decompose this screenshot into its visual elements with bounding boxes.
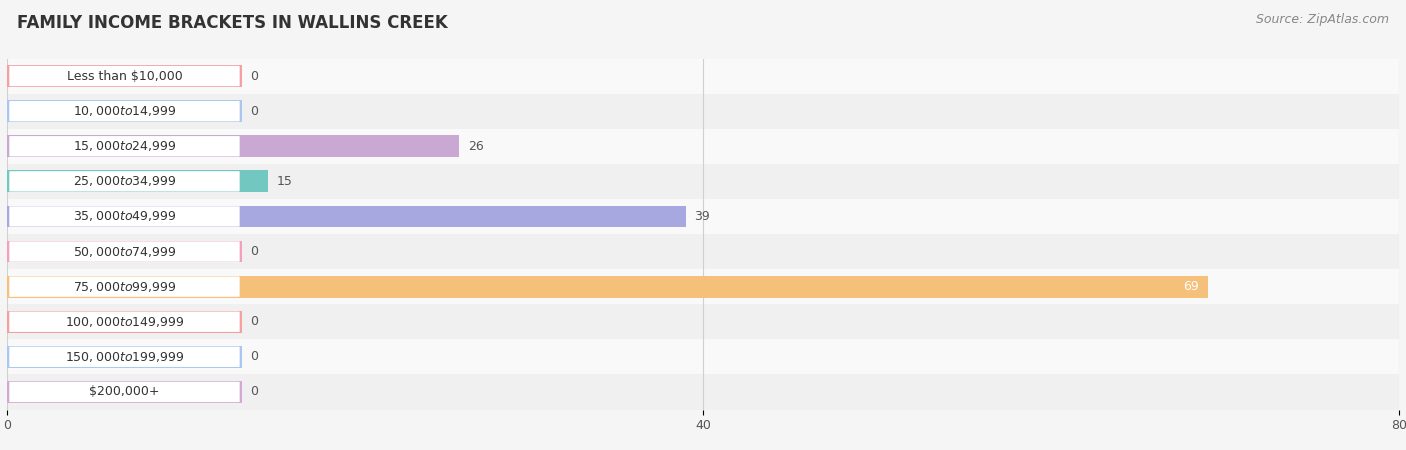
FancyBboxPatch shape [10,66,239,86]
Text: $150,000 to $199,999: $150,000 to $199,999 [65,350,184,364]
Bar [7,164,1399,199]
Bar [7,234,1399,269]
Text: $15,000 to $24,999: $15,000 to $24,999 [73,139,176,153]
Text: $50,000 to $74,999: $50,000 to $74,999 [73,244,176,259]
Text: 69: 69 [1182,280,1199,293]
Bar [7,381,242,403]
Text: $25,000 to $34,999: $25,000 to $34,999 [73,174,176,189]
Text: Less than $10,000: Less than $10,000 [66,70,183,82]
Bar [7,100,242,122]
Bar [7,135,460,157]
Bar [7,58,1399,94]
Text: $10,000 to $14,999: $10,000 to $14,999 [73,104,176,118]
Bar [7,304,1399,339]
FancyBboxPatch shape [10,311,239,332]
Bar [7,339,1399,374]
FancyBboxPatch shape [10,382,239,402]
Text: Source: ZipAtlas.com: Source: ZipAtlas.com [1256,14,1389,27]
Text: 0: 0 [250,105,259,117]
FancyBboxPatch shape [10,276,239,297]
Bar [7,199,1399,234]
Text: $200,000+: $200,000+ [89,386,160,398]
Text: 0: 0 [250,386,259,398]
Text: 0: 0 [250,70,259,82]
FancyBboxPatch shape [10,346,239,367]
Bar [7,269,1399,304]
FancyBboxPatch shape [10,206,239,227]
Bar [7,374,1399,410]
Bar [7,171,269,192]
Text: 0: 0 [250,245,259,258]
Bar [7,241,242,262]
FancyBboxPatch shape [10,241,239,262]
Bar [7,276,1208,297]
Text: 0: 0 [250,351,259,363]
Bar [7,206,686,227]
Bar [7,94,1399,129]
FancyBboxPatch shape [10,101,239,122]
Text: 0: 0 [250,315,259,328]
Text: $75,000 to $99,999: $75,000 to $99,999 [73,279,176,294]
Text: FAMILY INCOME BRACKETS IN WALLINS CREEK: FAMILY INCOME BRACKETS IN WALLINS CREEK [17,14,447,32]
Bar [7,129,1399,164]
Bar [7,346,242,368]
FancyBboxPatch shape [10,171,239,192]
Text: $35,000 to $49,999: $35,000 to $49,999 [73,209,176,224]
Bar [7,65,242,87]
Text: $100,000 to $149,999: $100,000 to $149,999 [65,315,184,329]
Text: 26: 26 [468,140,484,153]
FancyBboxPatch shape [10,136,239,157]
Text: 15: 15 [277,175,292,188]
Bar [7,311,242,333]
Text: 39: 39 [695,210,710,223]
